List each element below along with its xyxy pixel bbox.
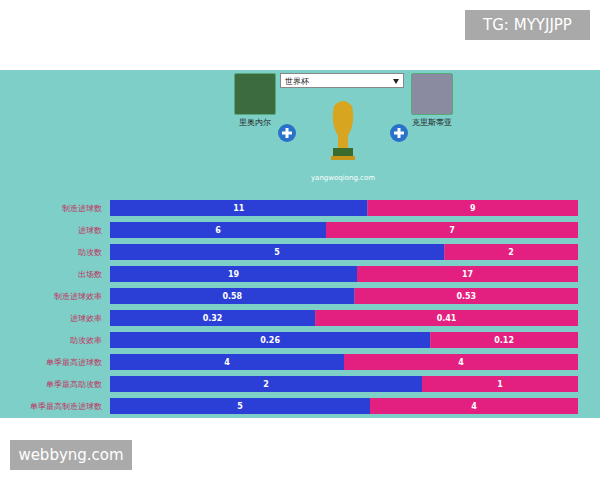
svg-text:4: 4 bbox=[471, 402, 477, 411]
svg-text:17: 17 bbox=[462, 270, 473, 279]
svg-text:单季最高助攻数: 单季最高助攻数 bbox=[46, 380, 102, 389]
svg-text:助攻效率: 助攻效率 bbox=[70, 336, 102, 345]
svg-text:进球数: 进球数 bbox=[78, 226, 102, 235]
svg-text:0.32: 0.32 bbox=[203, 314, 223, 323]
html-text:里奥内尔: 里奥内尔 bbox=[239, 118, 271, 127]
svg-text:0.12: 0.12 bbox=[494, 336, 514, 345]
svg-text:5: 5 bbox=[237, 402, 243, 411]
svg-text:单季最高制造进球数: 单季最高制造进球数 bbox=[30, 402, 102, 411]
svg-text:单季最高进球数: 单季最高进球数 bbox=[46, 358, 102, 367]
svg-text:7: 7 bbox=[449, 226, 455, 235]
svg-text:2: 2 bbox=[508, 248, 514, 257]
svg-text:0.58: 0.58 bbox=[222, 292, 242, 301]
svg-text:11: 11 bbox=[233, 204, 245, 213]
svg-text:制造进球效率: 制造进球效率 bbox=[54, 292, 102, 301]
html-text:克里斯蒂亚: 克里斯蒂亚 bbox=[412, 118, 452, 127]
svg-text:助攻数: 助攻数 bbox=[78, 248, 102, 257]
svg-text:4: 4 bbox=[458, 358, 464, 367]
svg-text:0.26: 0.26 bbox=[260, 336, 280, 345]
svg-text:0.53: 0.53 bbox=[456, 292, 476, 301]
svg-text:进球效率: 进球效率 bbox=[70, 314, 102, 323]
svg-text:9: 9 bbox=[470, 204, 476, 213]
html-text:webbyng.com: webbyng.com bbox=[18, 446, 124, 464]
svg-text:19: 19 bbox=[228, 270, 240, 279]
html-text:TG: MYYJJPP: TG: MYYJJPP bbox=[483, 16, 572, 34]
svg-text:出场数: 出场数 bbox=[78, 270, 102, 279]
svg-text:5: 5 bbox=[274, 248, 280, 257]
svg-text:0.41: 0.41 bbox=[437, 314, 457, 323]
svg-text:2: 2 bbox=[263, 380, 269, 389]
svg-text:1: 1 bbox=[497, 380, 503, 389]
html-text:世界杯: 世界杯 bbox=[285, 77, 309, 86]
svg-text:4: 4 bbox=[224, 358, 230, 367]
svg-text:制造进球数: 制造进球数 bbox=[62, 204, 102, 213]
svg-text:6: 6 bbox=[215, 226, 221, 235]
html-text:yangwoqiong.com: yangwoqiong.com bbox=[311, 174, 375, 182]
